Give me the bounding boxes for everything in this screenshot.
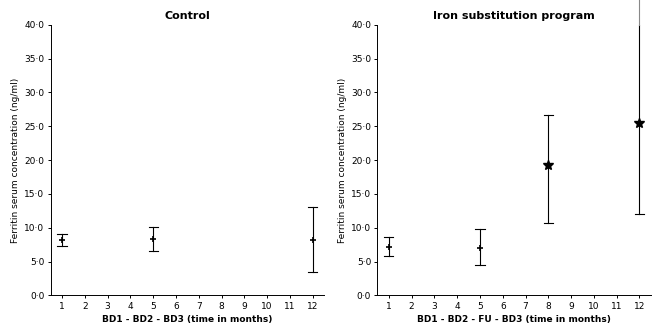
Title: Iron substitution program: Iron substitution program <box>434 11 595 21</box>
Y-axis label: Ferritin serum concentration (ng/ml): Ferritin serum concentration (ng/ml) <box>338 77 347 243</box>
Title: Control: Control <box>164 11 211 21</box>
Y-axis label: Ferritin serum concentration (ng/ml): Ferritin serum concentration (ng/ml) <box>11 77 20 243</box>
X-axis label: BD1 - BD2 - BD3 (time in months): BD1 - BD2 - BD3 (time in months) <box>102 315 273 324</box>
X-axis label: BD1 - BD2 - FU - BD3 (time in months): BD1 - BD2 - FU - BD3 (time in months) <box>417 315 611 324</box>
